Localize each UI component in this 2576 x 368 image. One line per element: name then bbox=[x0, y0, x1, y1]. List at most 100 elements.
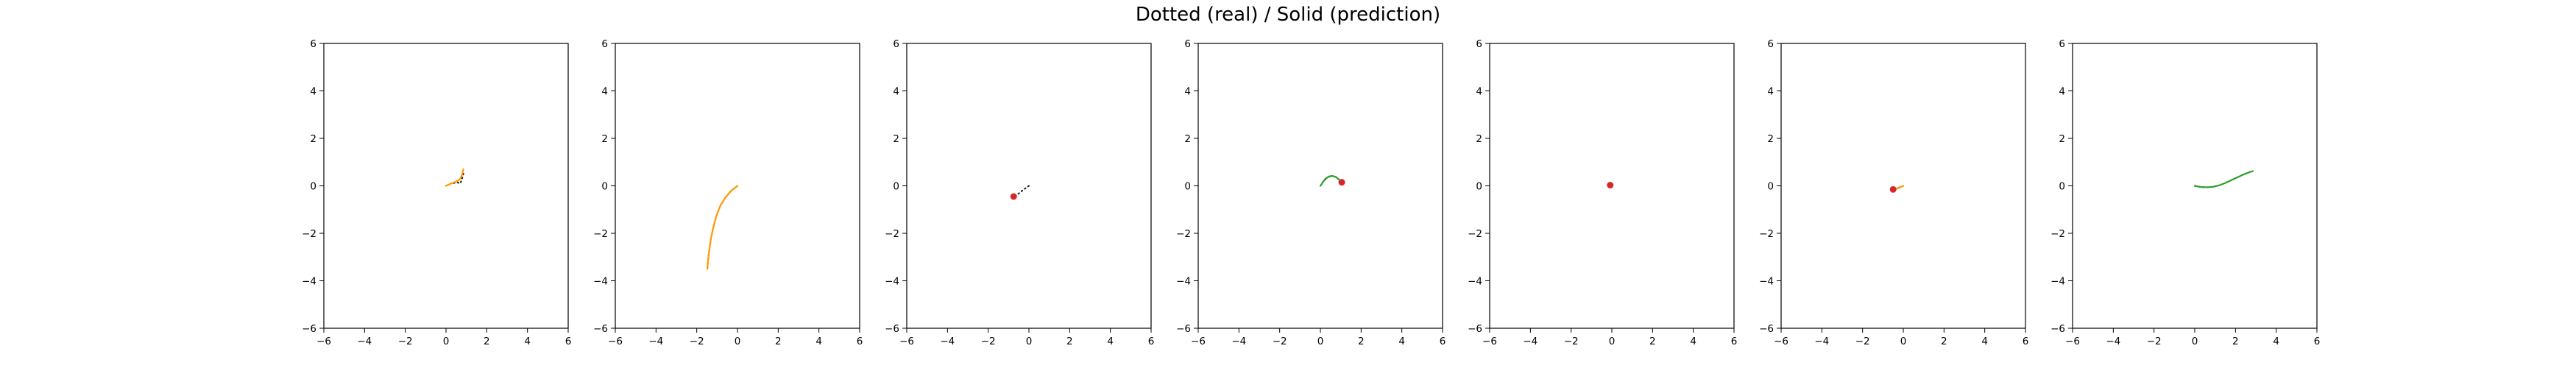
y-tick-label: −6 bbox=[302, 323, 316, 335]
y-tick-label: −4 bbox=[1468, 276, 1482, 288]
subplot-1: −6 −4 −2 0 2 4 6 −6 −4 −2 0 2 4 6 bbox=[302, 38, 571, 347]
y-tick-label: 4 bbox=[1476, 86, 1482, 98]
y-tick-label: 6 bbox=[310, 38, 316, 50]
y-tick-label: −6 bbox=[1176, 323, 1191, 335]
x-tick-label: −4 bbox=[940, 336, 955, 347]
x-tick-label: 6 bbox=[1148, 336, 1155, 347]
x-tick-label: 6 bbox=[565, 336, 572, 347]
y-tick-label: −2 bbox=[1176, 228, 1191, 240]
end-marker bbox=[1010, 193, 1017, 200]
x-tick-label: −2 bbox=[981, 336, 996, 347]
x-tick-label: −6 bbox=[608, 336, 623, 347]
y-tick-label: 4 bbox=[310, 86, 316, 98]
subplot-4: −6 −4 −2 0 2 4 6 −6 −4 −2 0 2 4 6 bbox=[1176, 38, 1446, 347]
y-tick-label: 2 bbox=[601, 133, 608, 145]
y-tick-label: −6 bbox=[1468, 323, 1482, 335]
x-tick-label: 0 bbox=[1026, 336, 1033, 347]
y-tick-label: 6 bbox=[1476, 38, 1482, 50]
x-tick-label: 6 bbox=[1731, 336, 1738, 347]
x-tick-label: −6 bbox=[2065, 336, 2080, 347]
subplot-6: −6 −4 −2 0 2 4 6 −6 −4 −2 0 2 4 6 bbox=[1759, 38, 2028, 347]
x-tick-label: −2 bbox=[1564, 336, 1579, 347]
x-tick-label: −2 bbox=[398, 336, 413, 347]
y-tick-label: −4 bbox=[2050, 276, 2065, 288]
y-tick-label: 6 bbox=[1767, 38, 1774, 50]
real-line bbox=[1013, 185, 1030, 199]
y-tick-label: −4 bbox=[302, 276, 316, 288]
y-tick-label: 2 bbox=[1476, 133, 1482, 145]
y-tick-label: −2 bbox=[885, 228, 899, 240]
x-tick-label: 2 bbox=[484, 336, 490, 347]
y-tick-label: −2 bbox=[1759, 228, 1774, 240]
x-tick-label: 4 bbox=[1398, 336, 1405, 347]
y-tick-label: −6 bbox=[2050, 323, 2065, 335]
x-tick-label: 0 bbox=[1317, 336, 1324, 347]
x-tick-label: −6 bbox=[1774, 336, 1788, 347]
y-tick-label: 0 bbox=[1767, 181, 1774, 193]
y-tick-label: −6 bbox=[1759, 323, 1774, 335]
prediction-line bbox=[445, 168, 464, 187]
subplot-grid: −6 −4 −2 0 2 4 6 −6 −4 −2 0 2 4 6 −6 −4 −2 0 2 4 6 −6 −4 −2 0 2 4 6… bbox=[302, 38, 2320, 347]
x-tick-label: −6 bbox=[899, 336, 914, 347]
x-tick-label: −4 bbox=[357, 336, 372, 347]
x-tick-label: −2 bbox=[2147, 336, 2162, 347]
x-tick-label: 0 bbox=[1609, 336, 1616, 347]
x-tick-label: −4 bbox=[1814, 336, 1829, 347]
x-tick-label: 0 bbox=[1900, 336, 1907, 347]
x-tick-label: 4 bbox=[2273, 336, 2279, 347]
subplot-7: −6 −4 −2 0 2 4 6 −6 −4 −2 0 2 4 6 bbox=[2050, 38, 2320, 347]
x-tick-label: −2 bbox=[1855, 336, 1870, 347]
x-tick-label: 2 bbox=[1649, 336, 1656, 347]
y-tick-label: 0 bbox=[601, 181, 608, 193]
x-tick-label: −4 bbox=[2106, 336, 2120, 347]
x-tick-label: 4 bbox=[1981, 336, 1988, 347]
y-tick-label: 0 bbox=[1476, 181, 1482, 193]
subplot-5: −6 −4 −2 0 2 4 6 −6 −4 −2 0 2 4 6 bbox=[1468, 38, 1737, 347]
y-tick-label: −6 bbox=[593, 323, 608, 335]
x-tick-label: 2 bbox=[1358, 336, 1365, 347]
x-tick-label: 2 bbox=[1066, 336, 1073, 347]
y-tick-label: 2 bbox=[1767, 133, 1774, 145]
y-tick-label: 4 bbox=[893, 86, 899, 98]
x-tick-label: 4 bbox=[815, 336, 822, 347]
y-tick-label: 6 bbox=[601, 38, 608, 50]
y-tick-label: −4 bbox=[1759, 276, 1774, 288]
x-tick-label: 4 bbox=[524, 336, 531, 347]
y-tick-label: 6 bbox=[1184, 38, 1191, 50]
y-tick-label: 2 bbox=[893, 133, 899, 145]
x-tick-label: 6 bbox=[857, 336, 863, 347]
y-tick-label: −4 bbox=[593, 276, 608, 288]
y-tick-label: 6 bbox=[2059, 38, 2065, 50]
y-tick-label: 0 bbox=[310, 181, 316, 193]
x-tick-label: 0 bbox=[735, 336, 741, 347]
prediction-line bbox=[2193, 170, 2254, 188]
end-marker bbox=[1607, 182, 1614, 189]
x-tick-label: −4 bbox=[1523, 336, 1538, 347]
x-tick-label: −6 bbox=[1482, 336, 1497, 347]
x-tick-label: 6 bbox=[2023, 336, 2029, 347]
y-tick-label: −2 bbox=[1468, 228, 1482, 240]
y-tick-label: −6 bbox=[885, 323, 899, 335]
y-tick-label: 4 bbox=[1184, 86, 1191, 98]
x-tick-label: −2 bbox=[690, 336, 704, 347]
subplot-3: −6 −4 −2 0 2 4 6 −6 −4 −2 0 2 4 6 bbox=[885, 38, 1154, 347]
end-marker bbox=[1889, 185, 1897, 193]
y-tick-label: −2 bbox=[2050, 228, 2065, 240]
y-tick-label: −2 bbox=[593, 228, 608, 240]
x-tick-label: −4 bbox=[648, 336, 663, 347]
y-tick-label: 0 bbox=[893, 181, 899, 193]
y-tick-label: 0 bbox=[1184, 181, 1191, 193]
y-tick-label: 4 bbox=[2059, 86, 2065, 98]
x-tick-label: 0 bbox=[443, 336, 450, 347]
prediction-line bbox=[706, 185, 739, 270]
x-tick-label: 4 bbox=[1690, 336, 1696, 347]
y-tick-label: 4 bbox=[1767, 86, 1774, 98]
y-tick-label: −2 bbox=[302, 228, 316, 240]
x-tick-label: 2 bbox=[2232, 336, 2239, 347]
x-tick-label: −6 bbox=[1191, 336, 1206, 347]
x-tick-label: −4 bbox=[1231, 336, 1246, 347]
y-tick-label: 2 bbox=[310, 133, 316, 145]
x-tick-label: 4 bbox=[1107, 336, 1114, 347]
